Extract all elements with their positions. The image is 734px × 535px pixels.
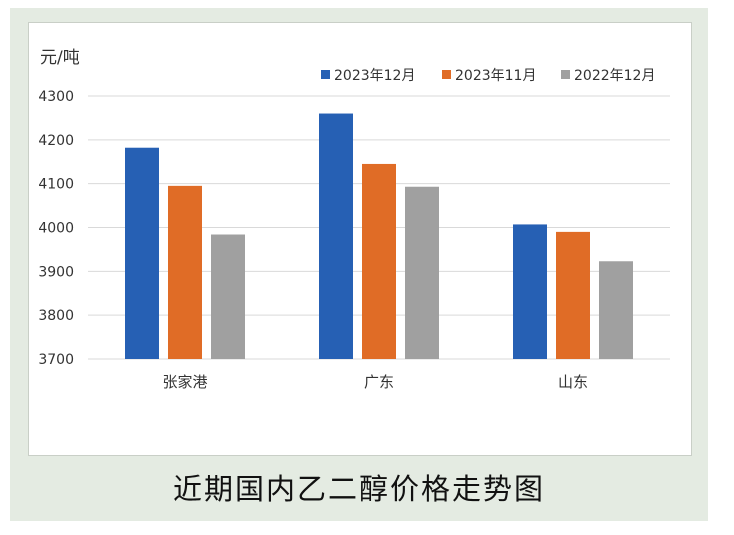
figure-caption: 近期国内乙二醇价格走势图 [172,472,545,506]
bar [319,113,353,360]
x-category-label: 广东 [364,373,394,391]
legend-label: 2023年11月 [455,68,536,84]
y-tick-label: 3700 [38,352,74,368]
y-tick-label: 4000 [38,221,74,237]
bar [556,231,590,359]
bar [125,147,159,359]
bar [168,185,202,359]
x-category-label: 张家港 [162,373,207,391]
y-tick-label: 3900 [38,264,74,280]
y-tick-label: 4300 [38,89,74,105]
bar [211,234,245,359]
bar [362,163,396,359]
y-tick-label: 4100 [38,177,74,193]
legend-swatch [561,70,570,79]
legend-swatch [321,70,330,79]
bar [599,261,633,359]
x-category-label: 山东 [558,373,588,391]
bar [513,224,547,359]
bar [405,186,439,359]
y-tick-label: 3800 [38,308,74,324]
legend-label: 2022年12月 [574,68,655,84]
y-tick-label: 4200 [38,133,74,149]
legend-label: 2023年12月 [334,68,415,84]
legend-swatch [442,70,451,79]
y-axis-label: 元/吨 [40,48,80,68]
